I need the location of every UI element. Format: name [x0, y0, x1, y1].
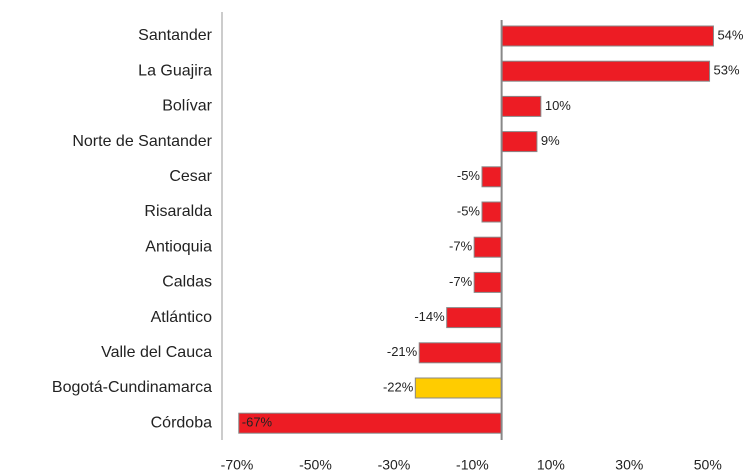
category-label: Risaralda — [144, 203, 212, 220]
bar — [473, 236, 503, 258]
value-label: -5% — [457, 203, 481, 218]
value-label: 53% — [714, 63, 740, 78]
bar — [501, 60, 711, 82]
bar — [238, 412, 503, 434]
x-tick-label: -70% — [221, 457, 254, 473]
value-label: 54% — [717, 27, 743, 42]
x-tick-label: 10% — [537, 457, 565, 473]
value-label: -22% — [383, 379, 414, 394]
category-label: Caldas — [162, 274, 212, 291]
category-label: Cesar — [169, 168, 212, 185]
value-label: -7% — [449, 239, 473, 254]
bar — [473, 271, 503, 293]
value-label: 10% — [545, 98, 571, 113]
value-label: -14% — [414, 309, 445, 324]
category-label: Antioquia — [145, 238, 212, 255]
bar — [481, 201, 503, 223]
bar — [414, 377, 503, 399]
bar — [501, 95, 542, 117]
x-tick-label: -30% — [378, 457, 411, 473]
value-label: -5% — [457, 168, 481, 183]
category-label: La Guajira — [138, 62, 212, 79]
category-label: Santander — [138, 27, 213, 44]
category-label: Atlántico — [151, 309, 212, 326]
bar — [501, 25, 714, 47]
category-label: Bolívar — [162, 98, 212, 115]
value-label: -7% — [449, 274, 473, 289]
x-tick-label: 50% — [694, 457, 722, 473]
bar — [446, 307, 503, 329]
x-tick-label: 30% — [615, 457, 643, 473]
category-label: Córdoba — [151, 414, 212, 431]
x-tick-label: -10% — [456, 457, 489, 473]
category-label: Valle del Cauca — [101, 344, 212, 361]
value-label: -21% — [387, 344, 418, 359]
category-label: Bogotá-Cundinamarca — [52, 379, 212, 396]
value-label: -67% — [242, 415, 273, 430]
bar — [481, 166, 503, 188]
bar — [418, 342, 503, 364]
value-label: 9% — [541, 133, 560, 148]
x-tick-label: -50% — [299, 457, 332, 473]
category-label: Norte de Santander — [72, 133, 212, 150]
bar — [501, 131, 538, 153]
